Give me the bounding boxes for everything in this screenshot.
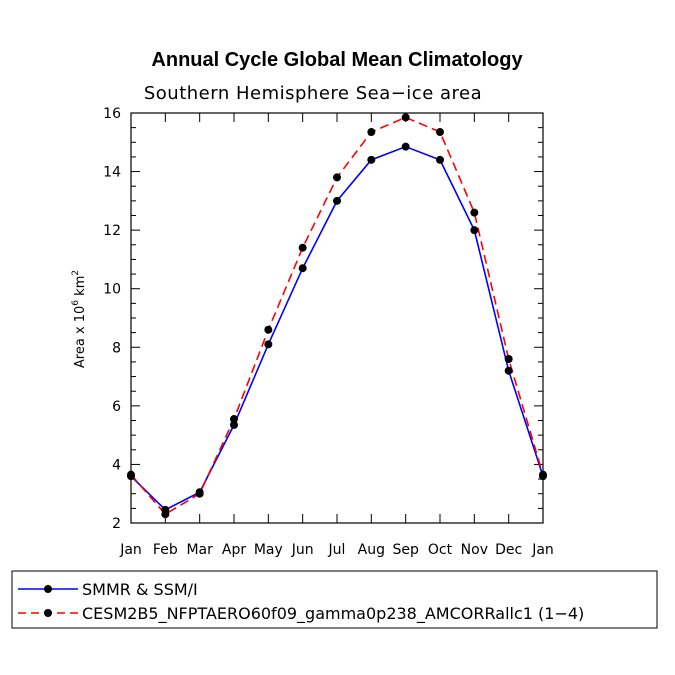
- x-tick-label: Sep: [392, 542, 419, 558]
- series-2-point: [401, 113, 410, 122]
- x-tick-label: Apr: [222, 542, 246, 558]
- x-tick-label: Nov: [461, 542, 488, 558]
- y-axis-label-main: Area x 10: [73, 306, 88, 368]
- series-2-point: [230, 415, 238, 424]
- legend-box: [11, 570, 658, 629]
- series-2-point: [333, 173, 341, 182]
- series-1-point: [333, 196, 341, 205]
- x-tick-label: May: [254, 542, 283, 558]
- series-2-point: [539, 470, 547, 479]
- x-tick-label: Feb: [153, 542, 178, 558]
- y-tick-label: 6: [112, 399, 121, 415]
- series-2-point: [298, 243, 307, 252]
- series-2-point: [127, 470, 135, 479]
- x-tick-label: Jan: [531, 542, 554, 558]
- legend-marker-2: [44, 609, 52, 617]
- legend-label-1: SMMR & SSM/I: [82, 580, 198, 599]
- series-1-point: [470, 226, 479, 235]
- x-tick-label: Jan: [119, 542, 142, 558]
- y-tick-label: 2: [112, 516, 121, 532]
- x-tick-label: Oct: [428, 542, 453, 558]
- x-tick-label: Jul: [328, 542, 346, 558]
- x-tick-label: Jun: [291, 542, 314, 558]
- x-tick-label: Aug: [358, 542, 385, 558]
- y-tick-label: 14: [103, 165, 121, 181]
- series-2-point: [195, 489, 204, 498]
- y-tick-label: 4: [112, 457, 121, 473]
- series-1-point: [436, 155, 444, 164]
- series-2-point: [504, 355, 513, 363]
- y-tick-label: 12: [103, 223, 121, 239]
- y-axis-label: Area x 106 km2: [71, 270, 88, 368]
- legend-marker-1: [44, 585, 52, 593]
- series-1-point: [230, 420, 238, 429]
- x-tick-label: Dec: [495, 542, 522, 558]
- y-tick-label: 10: [103, 282, 121, 298]
- y-axis-label-exponent: 6: [71, 300, 81, 306]
- y-tick-label: 8: [112, 340, 121, 356]
- plot-area: 2 4 6 8 10 12 14 16 Jan Feb Mar Apr May Jun Jul Aug Sep O…: [103, 106, 554, 558]
- series-1-point: [401, 142, 410, 151]
- chart-subtitle: Southern Hemisphere Sea−ice area: [144, 83, 482, 104]
- series-1-point: [367, 155, 376, 164]
- y-tick-label: 16: [103, 106, 121, 122]
- series-2-point: [436, 128, 444, 137]
- series-2-point: [161, 510, 170, 519]
- legend-label-2: CESM2B5_NFPTAERO60f09_gamma0p238_AMCORRa…: [82, 604, 584, 624]
- series-2-point: [367, 128, 376, 137]
- series-1-point: [298, 264, 307, 273]
- series-2-point: [264, 325, 273, 334]
- y-axis-label-unit-exponent: 2: [71, 270, 81, 276]
- legend: SMMR & SSM/I CESM2B5_NFPTAERO60f09_gamma0…: [11, 570, 658, 629]
- series-1-point: [264, 340, 273, 349]
- y-axis-label-unit: km: [73, 276, 88, 300]
- x-tick-label: Mar: [186, 542, 213, 558]
- chart-title: Annual Cycle Global Mean Climatology: [151, 49, 523, 71]
- series-1-point: [504, 366, 513, 375]
- series-2-point: [470, 208, 479, 217]
